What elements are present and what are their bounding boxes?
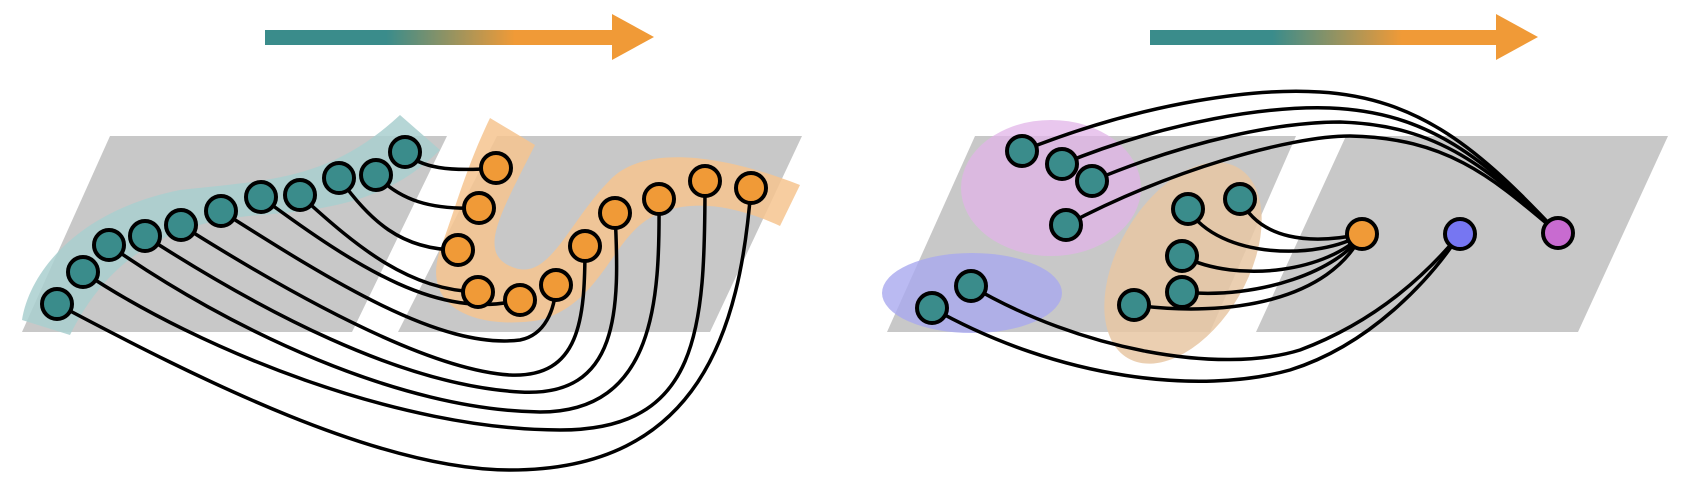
right-teal-nodes — [915, 134, 1257, 325]
edge — [1090, 120, 1560, 235]
edge — [1060, 106, 1560, 235]
teal-node — [244, 180, 278, 214]
teal-node — [1117, 288, 1151, 322]
teal-node — [1171, 192, 1205, 226]
teal-node — [1005, 134, 1039, 168]
teal-node — [1165, 275, 1199, 309]
teal-node — [40, 287, 74, 321]
magenta-target-node — [1541, 216, 1575, 250]
orange-node — [503, 283, 537, 317]
edge — [1132, 232, 1364, 311]
teal-node — [1165, 239, 1199, 273]
teal-node — [954, 269, 988, 303]
orange-node — [479, 151, 513, 185]
left-teal-nodes — [40, 135, 422, 321]
edge — [337, 176, 460, 252]
teal-node — [359, 158, 393, 192]
edge — [930, 232, 1462, 383]
teal-node — [92, 228, 126, 262]
orange-node — [441, 233, 475, 267]
blue-target-node — [1443, 217, 1477, 251]
left-orange-nodes — [441, 151, 768, 317]
edge — [298, 193, 480, 294]
teal-node — [283, 178, 317, 212]
edge — [107, 197, 661, 414]
right-panel — [882, 14, 1668, 383]
right-edges — [930, 89, 1560, 383]
teal-node — [388, 135, 422, 169]
orange-node — [688, 164, 722, 198]
orange-node — [461, 275, 495, 309]
orange-node — [568, 229, 602, 263]
teal-node — [1049, 208, 1083, 242]
left-gradient-arrow — [265, 14, 654, 60]
edge — [1186, 207, 1364, 253]
teal-node — [164, 208, 198, 242]
edge — [1180, 232, 1364, 273]
edge — [969, 232, 1462, 362]
left-edges — [55, 150, 753, 472]
teal-node — [322, 161, 356, 195]
edge — [179, 223, 587, 377]
edge — [1064, 134, 1560, 235]
orange-node — [642, 182, 676, 216]
edge — [1020, 89, 1560, 235]
teal-node — [915, 291, 949, 325]
left-panel — [22, 14, 802, 472]
orange-target-node — [1345, 217, 1379, 251]
teal-node — [1045, 147, 1079, 181]
orange-node — [598, 196, 632, 230]
teal-node — [66, 255, 100, 289]
edge — [55, 186, 753, 472]
teal-node — [128, 219, 162, 253]
teal-node — [204, 194, 238, 228]
orange-node — [734, 171, 768, 205]
edge — [81, 179, 707, 432]
teal-node — [1075, 164, 1109, 198]
orange-node — [462, 191, 496, 225]
orange-node — [539, 268, 573, 302]
edge — [219, 209, 558, 343]
teal-node — [1223, 182, 1257, 216]
right-gradient-arrow — [1150, 14, 1538, 60]
edge — [143, 211, 619, 394]
